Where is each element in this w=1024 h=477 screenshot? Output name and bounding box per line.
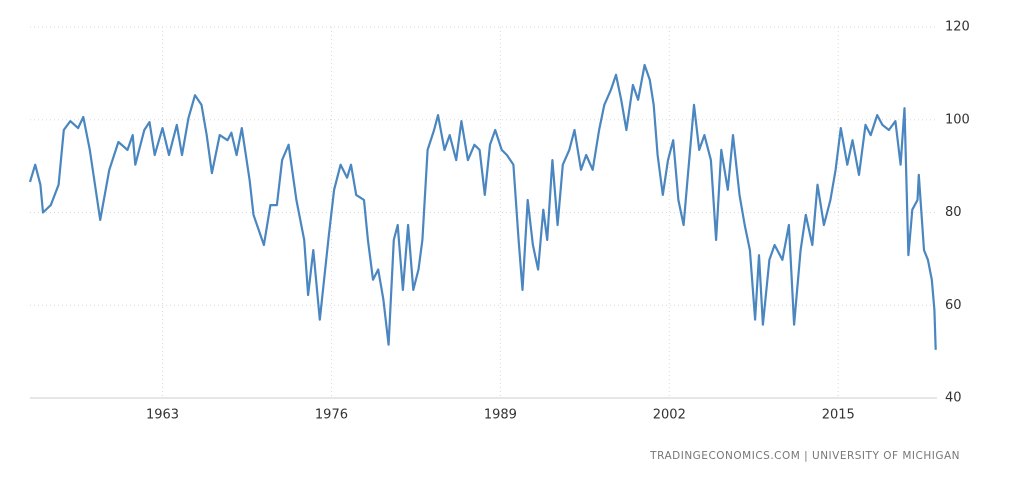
- y-tick-label: 120: [945, 20, 970, 35]
- line: [28, 63, 937, 350]
- x-tick-label: 1976: [315, 408, 348, 423]
- y-tick-label: 60: [945, 298, 962, 313]
- source: TRADINGECONOMICS.COM | UNIVERSITY OF MIC…: [649, 450, 960, 462]
- x-tick-label: 2002: [653, 408, 686, 423]
- x-tick-label: 1989: [484, 408, 517, 423]
- x-tick-label: 2015: [822, 408, 855, 423]
- y-tick-label: 40: [945, 391, 962, 406]
- y-tick-label: 80: [945, 205, 962, 220]
- y-tick-label: 100: [945, 112, 970, 127]
- x-tick-label: 1963: [146, 408, 179, 423]
